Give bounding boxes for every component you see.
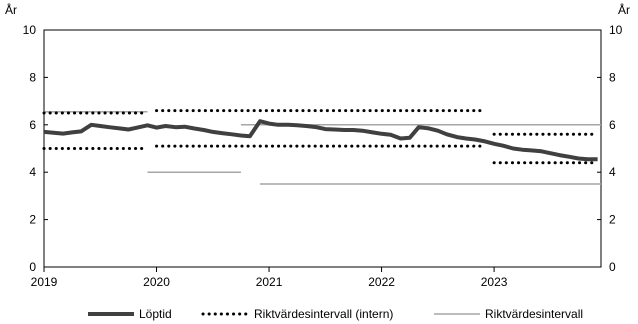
legend: Löptid Riktvärdesintervall (intern) Riktvä… (88, 307, 583, 321)
legend-label: Löptid (139, 307, 172, 321)
legend-label: Riktvärdesintervall (intern) (254, 307, 393, 321)
y-tick-label-left: 8 (29, 70, 36, 84)
y-tick-label-left: 6 (29, 118, 36, 132)
y-tick-label-right: 0 (609, 260, 616, 274)
y-axis-label-right: År (618, 2, 630, 17)
plot-area: 0 0 2 2 4 4 6 6 8 8 10 10 2019 2020 2021 2022 2023 (23, 23, 623, 289)
y-tick-label-left: 2 (29, 213, 36, 227)
y-axis-label-left: År (5, 2, 17, 17)
y-tick-label-left: 0 (29, 260, 36, 274)
x-tick-label: 2022 (368, 275, 395, 289)
x-tick-label: 2021 (256, 275, 283, 289)
legend-label: Riktvärdesintervall (485, 307, 583, 321)
y-tick-label-left: 4 (29, 165, 36, 179)
y-tick-label-right: 6 (609, 118, 616, 132)
y-tick-label-left: 10 (23, 23, 37, 37)
y-tick-label-right: 8 (609, 70, 616, 84)
x-tick-label: 2020 (143, 275, 170, 289)
series-line-loptid (43, 119, 598, 162)
x-tick-label: 2019 (31, 275, 58, 289)
y-tick-label-right: 10 (609, 23, 623, 37)
x-tick-label: 2023 (481, 275, 508, 289)
y-tick-label-right: 4 (609, 165, 616, 179)
y-tick-label-right: 2 (609, 213, 616, 227)
